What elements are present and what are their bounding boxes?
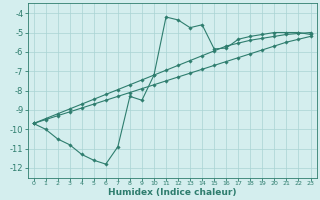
X-axis label: Humidex (Indice chaleur): Humidex (Indice chaleur) [108,188,236,197]
